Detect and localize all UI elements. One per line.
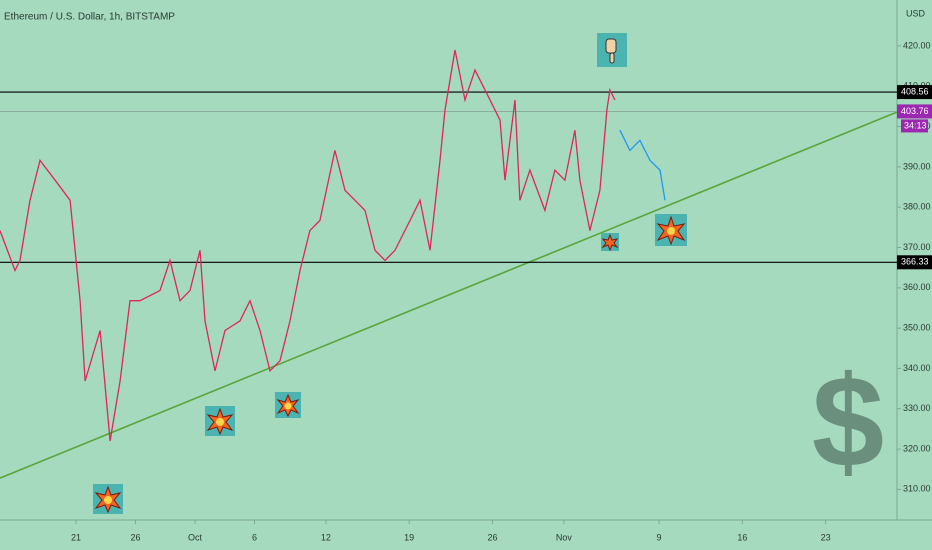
countdown-box: [901, 119, 928, 133]
y-tick-label: 380.00: [903, 202, 931, 212]
x-tick-label: Nov: [556, 532, 573, 542]
y-tick-label: 320.00: [903, 443, 931, 453]
x-tick-label: 26: [487, 532, 497, 542]
y-tick-label: 330.00: [903, 403, 931, 413]
level-label-box: [897, 255, 932, 270]
x-tick-label: 19: [404, 532, 414, 542]
y-tick-label: 350.00: [903, 322, 931, 332]
x-tick-label: 6: [252, 532, 257, 542]
level-label: 408.56: [901, 86, 929, 96]
y-tick-label: 390.00: [903, 161, 931, 171]
price-line: [0, 49, 616, 442]
x-tick-label: Oct: [188, 532, 203, 542]
icons: [93, 33, 687, 514]
level-label: 366.33: [901, 257, 929, 267]
x-tick-label: 12: [321, 532, 331, 542]
y-tick-label: 370.00: [903, 242, 931, 252]
y-tick-label: 310.00: [903, 484, 931, 494]
watermark: $: [812, 348, 884, 494]
trendline: [0, 111, 898, 479]
axis-unit: USD: [906, 8, 926, 18]
marks: [0, 49, 898, 479]
y-tick-label: 360.00: [903, 282, 931, 292]
y-tick-label: 420.00: [903, 40, 931, 50]
countdown-label: 34:13: [904, 120, 927, 130]
price-line: [619, 129, 666, 201]
x-tick-label: 21: [71, 532, 81, 542]
level-label-box: [897, 85, 932, 100]
y-tick-label: 340.00: [903, 363, 931, 373]
last-price-box: [897, 104, 932, 119]
chart-title: Ethereum / U.S. Dollar, 1h, BITSTAMP: [4, 12, 175, 23]
x-tick-label: 9: [657, 532, 662, 542]
x-tick-label: 16: [737, 532, 747, 542]
last-price-label: 403.76: [901, 106, 929, 116]
x-tick-label: 23: [821, 532, 831, 542]
x-tick-label: 26: [131, 532, 141, 542]
